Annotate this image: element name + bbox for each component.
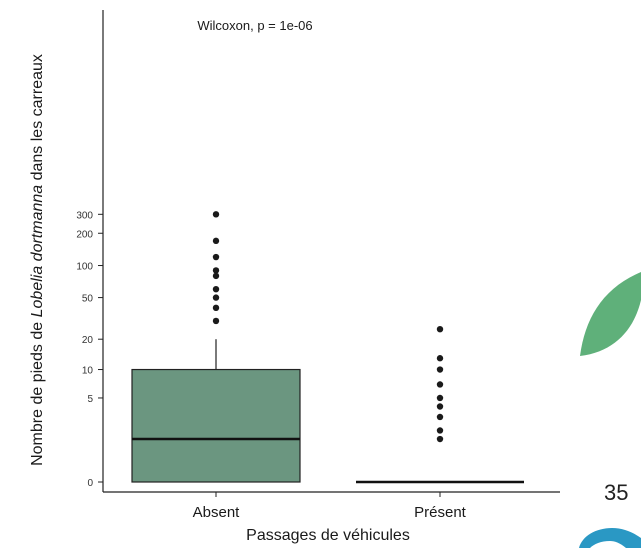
- y-axis-label-prefix: Nombre de pieds de: [29, 317, 46, 466]
- x-tick-label: Absent: [193, 504, 241, 521]
- outlier-point: [212, 304, 220, 312]
- outlier-point: [212, 294, 220, 301]
- boxes: [131, 339, 524, 484]
- y-tick-label: 0: [87, 478, 93, 489]
- y-axis-label: Nombre de pieds de Lobelia dortmanna dan…: [29, 54, 47, 466]
- axes: 0 5 10 20 50 100 200 300 Absent Présent: [76, 10, 560, 521]
- y-tick-label: 20: [82, 335, 94, 346]
- outlier-point: [436, 403, 444, 410]
- outlier-point: [436, 325, 444, 333]
- y-tick-label: 100: [76, 262, 93, 273]
- y-tick-label: 200: [76, 229, 93, 240]
- outliers: [212, 211, 444, 443]
- outlier-point: [436, 366, 444, 373]
- stat-annotation: Wilcoxon, p = 1e-06: [197, 18, 312, 33]
- outlier-point: [212, 211, 220, 218]
- outlier-point: [212, 285, 220, 293]
- outlier-point: [436, 355, 444, 362]
- outlier-point: [436, 413, 444, 421]
- leaf-shape: [580, 272, 641, 356]
- y-tick-label: 50: [82, 294, 94, 305]
- decorative-shapes: [579, 272, 641, 548]
- x-axis-label: Passages de véhicules: [246, 527, 410, 544]
- x-tick-label: Présent: [414, 504, 467, 521]
- outlier-point: [212, 317, 220, 325]
- outlier-point: [212, 272, 220, 280]
- logo-fragment: [579, 528, 641, 548]
- outlier-point: [436, 435, 444, 443]
- page-number: 35: [604, 480, 629, 505]
- outlier-point: [212, 267, 220, 274]
- outlier-point: [436, 381, 444, 388]
- box: [131, 368, 301, 483]
- outlier-point: [212, 237, 220, 245]
- y-tick-label: 5: [87, 394, 93, 405]
- y-axis-label-species: Lobelia dortmanna: [29, 184, 46, 318]
- y-tick-label: 300: [76, 210, 93, 221]
- y-tick-label: 10: [82, 366, 94, 377]
- outlier-point: [436, 427, 444, 434]
- outlier-point: [436, 394, 444, 402]
- y-axis-label-suffix: dans les carreaux: [29, 54, 46, 185]
- outlier-point: [212, 253, 220, 261]
